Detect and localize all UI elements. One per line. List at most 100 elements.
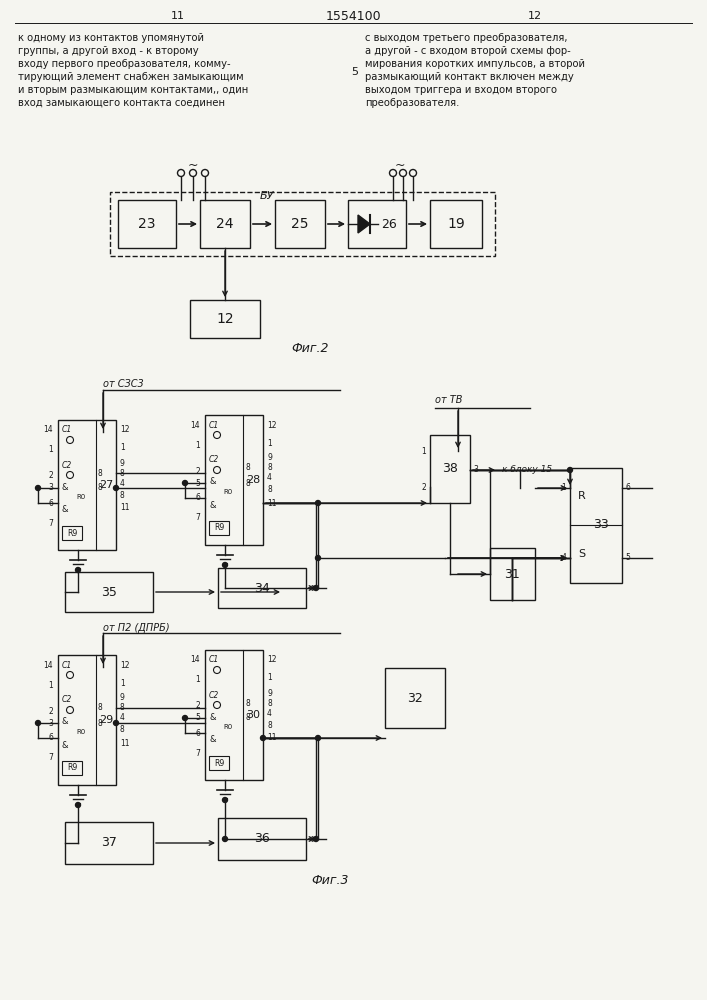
- Circle shape: [189, 169, 197, 176]
- Bar: [205, 415, 263, 545]
- Text: 8: 8: [120, 704, 124, 712]
- Bar: [430, 200, 482, 248]
- Bar: [190, 300, 260, 338]
- Circle shape: [315, 500, 320, 506]
- Text: 38: 38: [442, 462, 458, 476]
- Text: 8: 8: [98, 468, 103, 478]
- Circle shape: [66, 472, 74, 479]
- Circle shape: [201, 169, 209, 176]
- Circle shape: [182, 716, 187, 720]
- Circle shape: [66, 436, 74, 444]
- Text: 1: 1: [120, 678, 124, 688]
- Circle shape: [214, 702, 221, 708]
- Text: 9: 9: [120, 458, 125, 468]
- Text: тирующий элемент снабжен замыкающим: тирующий элемент снабжен замыкающим: [18, 72, 244, 82]
- Text: 8: 8: [98, 704, 103, 712]
- Text: R9: R9: [214, 758, 224, 768]
- Text: 25: 25: [291, 217, 309, 231]
- Circle shape: [568, 468, 573, 473]
- Text: 12: 12: [267, 656, 276, 664]
- Circle shape: [260, 736, 266, 740]
- Text: 8: 8: [267, 720, 271, 730]
- Text: 2: 2: [195, 466, 200, 476]
- Text: 36: 36: [254, 832, 270, 846]
- Circle shape: [35, 720, 40, 726]
- Text: 7: 7: [195, 514, 200, 522]
- Text: от СЗС3: от СЗС3: [103, 379, 144, 389]
- Circle shape: [66, 706, 74, 714]
- Text: 12: 12: [120, 426, 129, 434]
- Text: 8: 8: [267, 486, 271, 494]
- Text: &: &: [62, 483, 69, 491]
- Circle shape: [76, 568, 81, 572]
- Text: 8: 8: [245, 479, 250, 488]
- Text: 6: 6: [625, 484, 630, 492]
- Bar: [200, 200, 250, 248]
- Text: R0: R0: [223, 724, 233, 730]
- Bar: [205, 650, 263, 780]
- Bar: [218, 818, 306, 860]
- Text: 1: 1: [195, 676, 200, 684]
- Text: 9: 9: [120, 694, 125, 702]
- Text: 7: 7: [48, 754, 53, 762]
- Bar: [209, 521, 229, 535]
- Text: 11: 11: [267, 498, 276, 508]
- Text: 14: 14: [43, 426, 53, 434]
- Text: 4: 4: [120, 479, 125, 488]
- Text: &: &: [209, 478, 216, 487]
- Text: 7: 7: [48, 518, 53, 528]
- Text: 4: 4: [120, 714, 125, 722]
- Text: 4: 4: [267, 474, 272, 483]
- Text: 5: 5: [351, 67, 358, 77]
- Text: C1: C1: [209, 420, 219, 430]
- Text: 7: 7: [195, 748, 200, 758]
- Circle shape: [114, 486, 119, 490]
- Circle shape: [223, 798, 228, 802]
- Text: 8: 8: [267, 698, 271, 708]
- Text: 8: 8: [120, 468, 124, 478]
- Text: 6: 6: [48, 734, 53, 742]
- Bar: [62, 526, 82, 540]
- Text: 12: 12: [216, 312, 234, 326]
- Text: 26: 26: [381, 218, 397, 231]
- Text: 29: 29: [99, 715, 113, 725]
- Circle shape: [182, 481, 187, 486]
- Text: 2: 2: [195, 702, 200, 710]
- Text: 28: 28: [246, 475, 260, 485]
- Circle shape: [313, 836, 318, 842]
- Text: 2: 2: [48, 706, 53, 716]
- Text: R0: R0: [223, 489, 233, 495]
- Text: 23: 23: [139, 217, 156, 231]
- Text: с выходом третьего преобразователя,: с выходом третьего преобразователя,: [365, 33, 568, 43]
- Text: R: R: [578, 491, 586, 501]
- Text: 19: 19: [447, 217, 465, 231]
- Bar: [209, 756, 229, 770]
- Circle shape: [177, 169, 185, 176]
- Bar: [430, 435, 470, 503]
- Bar: [58, 420, 116, 550]
- Text: 3: 3: [473, 466, 478, 475]
- Text: 32: 32: [407, 692, 423, 704]
- Text: 2: 2: [48, 472, 53, 481]
- Text: 8: 8: [120, 490, 124, 499]
- Text: 1: 1: [195, 440, 200, 450]
- Text: &: &: [62, 740, 69, 750]
- Text: C2: C2: [209, 690, 219, 700]
- Text: 9: 9: [267, 688, 272, 698]
- Bar: [570, 468, 622, 583]
- Text: 11: 11: [171, 11, 185, 21]
- Text: C2: C2: [209, 456, 219, 464]
- Text: от П2 (ДПРБ): от П2 (ДПРБ): [103, 623, 170, 633]
- Text: и вторым размыкающим контактами,, один: и вторым размыкающим контактами,, один: [18, 85, 248, 95]
- Text: преобразователя.: преобразователя.: [365, 98, 460, 108]
- Text: ~: ~: [188, 158, 198, 172]
- Text: 8: 8: [120, 726, 124, 734]
- Text: C2: C2: [62, 460, 72, 470]
- Text: 8: 8: [98, 718, 103, 728]
- Text: 14: 14: [190, 420, 200, 430]
- Text: C2: C2: [62, 696, 72, 704]
- Circle shape: [214, 466, 221, 474]
- Text: 9: 9: [267, 454, 272, 462]
- Text: 1: 1: [421, 446, 426, 456]
- Text: 8: 8: [98, 484, 103, 492]
